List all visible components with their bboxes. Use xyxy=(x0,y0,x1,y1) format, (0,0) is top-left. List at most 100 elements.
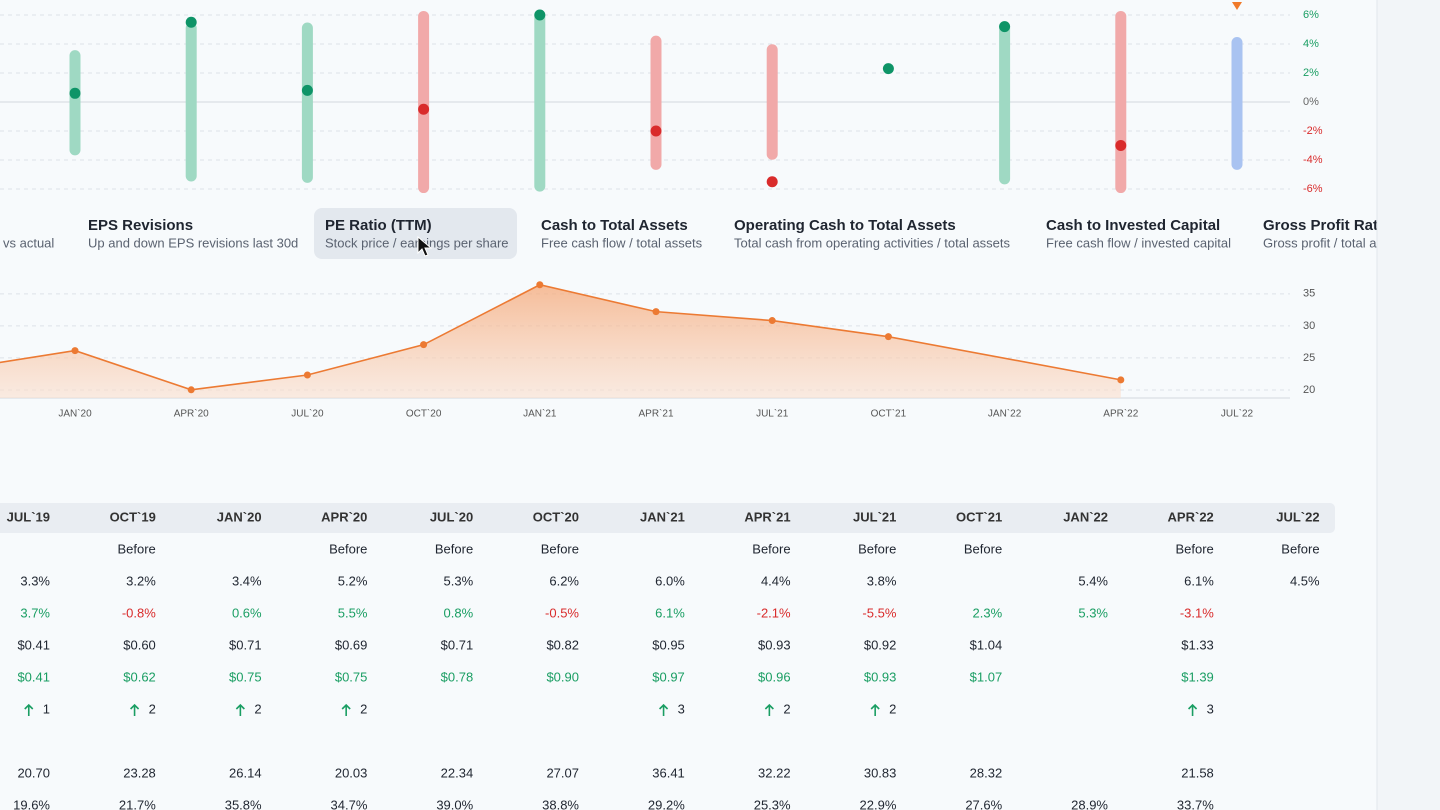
table-cell: 21.58 xyxy=(1181,765,1214,780)
table-cell: 33.7% xyxy=(1177,797,1214,810)
cursor xyxy=(417,235,433,257)
card-title: Operating Cash to Total Assets xyxy=(734,217,956,234)
value-dot xyxy=(882,63,894,75)
table-cell: $0.78 xyxy=(441,669,474,684)
y-tick-label: 35 xyxy=(1303,288,1315,300)
table-cell: $1.33 xyxy=(1181,637,1214,652)
x-tick-label: APR`21 xyxy=(638,408,673,420)
table-cell: $0.69 xyxy=(335,637,368,652)
table-cell: 3 xyxy=(678,701,685,716)
value-dot xyxy=(766,176,778,188)
x-tick-label: JAN`22 xyxy=(988,408,1022,420)
card-title: Cash to Total Assets xyxy=(541,217,688,234)
value-dot xyxy=(1115,140,1127,151)
table-cell: 27.07 xyxy=(546,765,579,780)
y-tick-label: 0% xyxy=(1303,96,1319,108)
x-tick-label: JUL`22 xyxy=(1221,408,1254,420)
up-arrow xyxy=(659,703,669,716)
table-cell: 6.0% xyxy=(655,573,685,588)
table-cell: $0.92 xyxy=(864,637,897,652)
y-tick-label: 30 xyxy=(1303,320,1315,332)
table-cell: $0.90 xyxy=(546,669,579,684)
table-cell: $1.07 xyxy=(970,669,1003,684)
point xyxy=(303,371,311,379)
x-tick-label: OCT`20 xyxy=(406,408,442,420)
table-cell: $0.93 xyxy=(758,637,791,652)
table-cell: 0.8% xyxy=(444,605,474,620)
table-cell: 29.2% xyxy=(648,797,685,810)
up-arrow xyxy=(130,703,140,716)
up-arrow xyxy=(1188,703,1198,716)
x-tick-label: APR`22 xyxy=(1103,408,1138,420)
table-cell: $1.04 xyxy=(970,637,1003,652)
table-cell: 2 xyxy=(149,701,156,716)
x-tick-label: JAN`21 xyxy=(523,408,557,420)
table-cell: 5.3% xyxy=(444,573,474,588)
up-arrow xyxy=(235,703,245,716)
table-cell: 5.5% xyxy=(338,605,368,620)
y-tick-label: -2% xyxy=(1303,125,1323,137)
metric-card[interactable]: PE Ratio (TTM)Stock price / earnings per… xyxy=(314,208,517,259)
sidebar xyxy=(1377,0,1440,810)
table-cell: -3.1% xyxy=(1180,605,1214,620)
table-cell: 19.6% xyxy=(13,797,50,810)
y-tick-label: 25 xyxy=(1303,352,1315,364)
x-tick-label: JAN`20 xyxy=(58,408,92,420)
table-cell: 5.3% xyxy=(1078,605,1108,620)
card-subtitle: Total cash from operating activities / t… xyxy=(734,235,1011,250)
card-subtitle: Stock price / earnings per share xyxy=(325,235,509,250)
card-title: EPS Revisions xyxy=(88,217,193,234)
column-header: JAN`22 xyxy=(1063,509,1108,524)
column-header: JAN`20 xyxy=(217,509,262,524)
table-cell: 30.83 xyxy=(864,765,897,780)
table-cell: -5.5% xyxy=(862,605,896,620)
table-cell: Before xyxy=(858,541,896,556)
table-cell: 26.14 xyxy=(229,765,262,780)
y-tick-label: 4% xyxy=(1303,38,1319,50)
table-cell: 35.8% xyxy=(225,797,262,810)
point xyxy=(652,308,660,316)
card-subtitle: vs actual xyxy=(3,235,54,250)
y-tick-label: 6% xyxy=(1303,9,1319,21)
card-subtitle: Gross profit / total assets xyxy=(1263,235,1407,250)
metric-card[interactable]: vs actual xyxy=(3,235,54,250)
value-dot xyxy=(999,21,1011,33)
card-title: PE Ratio (TTM) xyxy=(325,217,432,234)
table-cell: 3.7% xyxy=(20,605,50,620)
value-dot xyxy=(534,9,546,21)
y-tick-label: -4% xyxy=(1303,154,1323,166)
column-header: APR`21 xyxy=(744,509,790,524)
table-cell: 36.41 xyxy=(652,765,685,780)
table-cell: $0.71 xyxy=(229,637,262,652)
table-cell: 2 xyxy=(783,701,790,716)
table-cell: 21.7% xyxy=(119,797,156,810)
x-tick-label: JUL`20 xyxy=(291,408,324,420)
point xyxy=(187,386,195,394)
table-cell: 39.0% xyxy=(436,797,473,810)
column-header: OCT`19 xyxy=(110,509,156,524)
table-cell: 25.3% xyxy=(754,797,791,810)
column-header: JUL`19 xyxy=(7,509,50,524)
table-cell: 3.2% xyxy=(126,573,156,588)
table-cell: 23.28 xyxy=(123,765,156,780)
table-cell: 2.3% xyxy=(973,605,1003,620)
table-cell: $0.95 xyxy=(652,637,685,652)
table-cell: $1.39 xyxy=(1181,669,1214,684)
column-header: APR`20 xyxy=(321,509,367,524)
value-dot xyxy=(650,125,662,137)
table-cell: 4.5% xyxy=(1290,573,1320,588)
table-cell: Before xyxy=(541,541,579,556)
table-cell: $0.41 xyxy=(17,637,50,652)
table-cell: 2 xyxy=(360,701,367,716)
value-dot xyxy=(418,103,430,115)
table-cell: 3 xyxy=(1207,701,1214,716)
table-cell: 32.22 xyxy=(758,765,791,780)
card-highlight xyxy=(314,208,517,259)
table-cell: $0.60 xyxy=(123,637,156,652)
column-header: JUL`20 xyxy=(430,509,473,524)
